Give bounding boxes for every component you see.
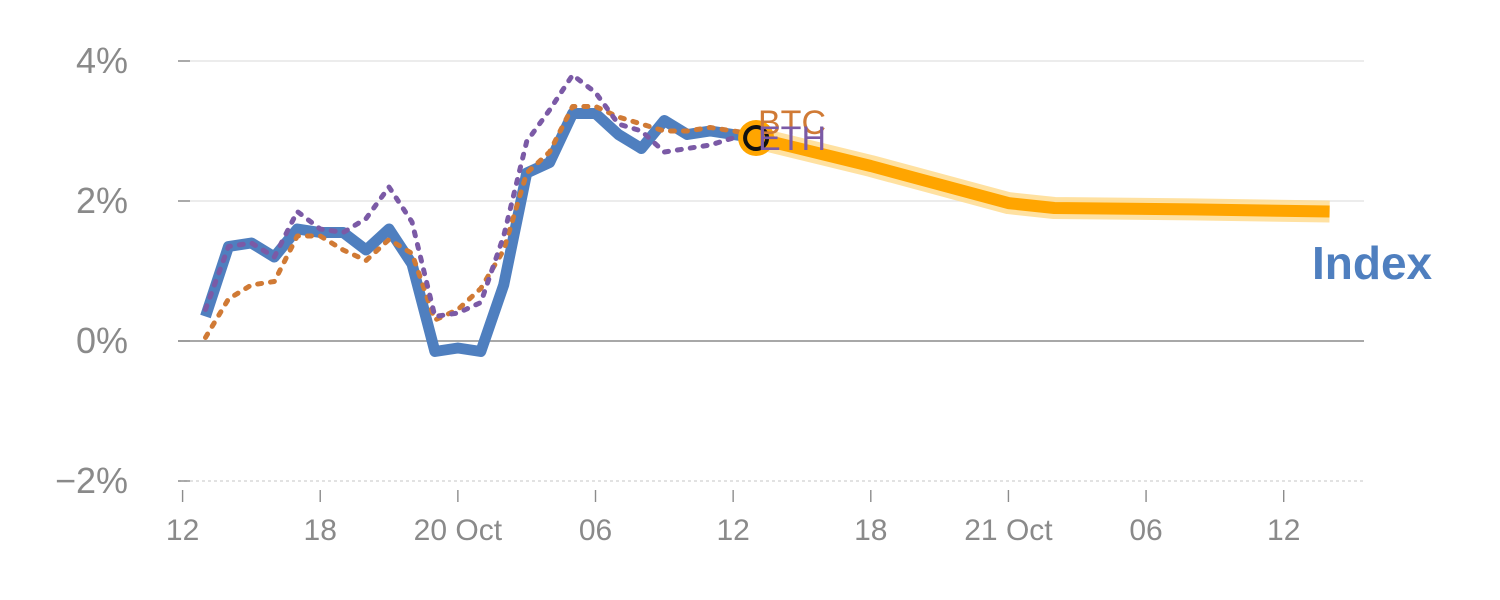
- current-marker: [743, 125, 770, 151]
- x-axis: 12 18 20 Oct 06 12 18 21 Oct 06 12: [166, 490, 1300, 547]
- series-line-eth: [203, 72, 759, 319]
- series-line-projection: [754, 132, 1330, 218]
- y-tick-label: 4%: [76, 40, 128, 81]
- series-label-eth: ETH: [758, 120, 826, 158]
- y-axis: 4% 2% 0% −2%: [55, 40, 190, 501]
- x-tick-label: 18: [854, 514, 887, 547]
- y-tick-label: −2%: [55, 460, 128, 501]
- x-tick-label: 21 Oct: [964, 514, 1053, 547]
- x-tick-label: 20 Oct: [414, 514, 503, 547]
- series-line-btc: [203, 104, 759, 340]
- x-tick-label: 12: [1267, 514, 1300, 547]
- x-tick-label: 12: [166, 514, 199, 547]
- y-tick-label: 0%: [76, 320, 128, 361]
- x-tick-label: 06: [579, 514, 612, 547]
- x-tick-label: 12: [716, 514, 749, 547]
- series-label-index: Index: [1312, 237, 1433, 289]
- x-tick-label: 06: [1129, 514, 1162, 547]
- series-layer: [200, 72, 1330, 357]
- series-label-btc: BTC: [758, 104, 826, 142]
- y-tick-label: 2%: [76, 180, 128, 221]
- series-line-index: [200, 108, 757, 357]
- x-tick-label: 18: [304, 514, 337, 547]
- marker-layer: [738, 120, 775, 156]
